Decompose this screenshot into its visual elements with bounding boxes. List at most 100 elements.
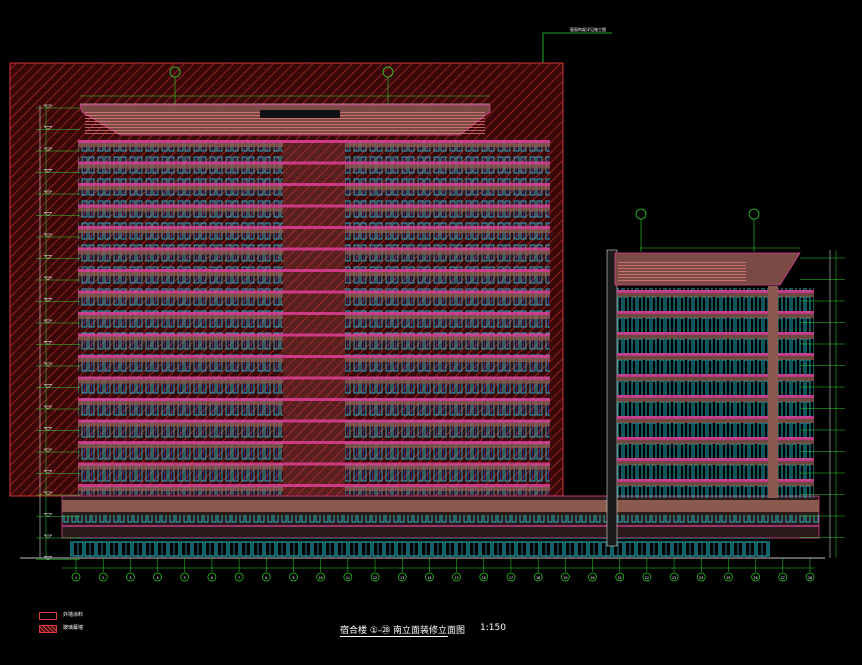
balcony-slab	[78, 207, 283, 212]
grid-axis-bubble	[778, 572, 788, 582]
balcony-slab	[617, 314, 814, 318]
level-triangle	[43, 298, 53, 302]
level-triangle	[43, 384, 53, 388]
floor-band	[617, 479, 814, 482]
legend-label: 玻璃幕墙	[63, 625, 84, 631]
balcony-slab	[345, 358, 550, 362]
balcony-slab	[78, 487, 283, 491]
balcony-slab	[345, 487, 550, 491]
grid-axis-bubble	[479, 572, 489, 582]
level-triangle	[43, 276, 53, 281]
grid-axis-label: 25	[726, 576, 730, 580]
grid-axis-bubble	[71, 572, 81, 582]
floor-band	[78, 161, 550, 165]
balcony-slab	[345, 207, 550, 212]
balcony-slab	[345, 143, 550, 147]
grid-axis-bubble	[533, 572, 543, 582]
grid-axis-label: 6	[211, 576, 213, 580]
title-underline	[340, 636, 448, 637]
level-triangle	[43, 405, 53, 410]
grid-axis-label: 1	[75, 576, 77, 580]
level-triangle	[43, 190, 53, 195]
grid-axis: 1 2 3 4 5 6 7 8 9 10 11 12 13 14 15 16 17 18 19 20 21 22 23 24 2…	[62, 558, 815, 582]
level-markers-right	[800, 250, 845, 558]
level-triangle	[43, 255, 53, 259]
grid-axis-bubble	[425, 572, 434, 582]
balcony-slab	[345, 186, 550, 190]
balcony-slab	[78, 272, 283, 276]
grid-axis-label: 19	[563, 576, 567, 580]
floor-band	[617, 437, 814, 440]
balcony-slab	[345, 272, 550, 276]
grid-axis-label: 13	[400, 576, 404, 580]
grid-axis-label: 3	[129, 576, 131, 580]
floor-band	[617, 311, 814, 314]
balcony-slab	[345, 336, 550, 341]
floor-band	[78, 312, 550, 315]
floor-band	[78, 226, 550, 229]
balcony-slab	[78, 293, 283, 298]
main-tower	[9, 62, 564, 497]
level-triangle	[43, 534, 53, 539]
section-callouts	[169, 66, 760, 252]
balcony-slab	[78, 379, 283, 384]
balcony-slab	[78, 422, 283, 427]
grid-axis-label: 26	[754, 576, 758, 580]
balcony-slab	[345, 465, 550, 470]
grid-axis-label: 16	[482, 576, 486, 580]
balcony-slab	[78, 164, 283, 169]
grid-axis-bubble	[397, 572, 407, 582]
grid-axis-bubble	[261, 572, 271, 582]
floor-band	[78, 247, 550, 251]
grid-axis-label: 11	[346, 576, 350, 580]
grid-axis-bubble	[98, 572, 108, 582]
drawing-scale: 1:150	[480, 623, 506, 633]
grid-axis-bubble	[207, 572, 217, 582]
grid-axis-bubble	[615, 572, 625, 582]
grid-axis-bubble	[180, 572, 190, 582]
grid-axis-bubble	[506, 572, 516, 582]
floor-band	[617, 290, 814, 293]
level-triangle	[43, 104, 53, 109]
grid-axis-label: 20	[590, 576, 594, 580]
grid-axis-bubble	[751, 572, 760, 582]
grid-axis-label: 17	[509, 576, 513, 580]
floor-band	[78, 441, 550, 444]
floor-band	[617, 353, 814, 356]
balcony-slab	[345, 379, 550, 384]
grid-axis-bubble	[289, 572, 298, 582]
grid-axis-label: 24	[699, 576, 703, 580]
balcony-slab	[617, 377, 814, 381]
level-triangle	[43, 491, 53, 496]
balcony-slab	[345, 444, 550, 448]
floor-band	[78, 183, 550, 186]
floor-band	[617, 458, 814, 461]
grid-axis-bubble	[805, 572, 815, 582]
right-tower-floor-bands	[617, 286, 814, 498]
floor-band	[78, 290, 550, 294]
floor-band	[78, 355, 550, 358]
grid-axis-bubble	[153, 572, 162, 582]
level-triangle	[43, 147, 53, 152]
balcony-slab	[345, 229, 550, 233]
grid-axis-label: 15	[454, 576, 458, 580]
top-note-text: 屋面构架详见施工图	[570, 26, 606, 32]
floor-band	[78, 269, 550, 272]
floor-band	[617, 332, 814, 335]
grid-axis-label: 18	[536, 576, 540, 580]
level-triangle	[43, 556, 53, 560]
floor-band	[617, 374, 814, 377]
floor-band	[617, 395, 814, 398]
grid-axis-label: 7	[238, 576, 240, 580]
level-triangle	[43, 319, 53, 324]
legend-label: 外墙涂料	[63, 612, 84, 618]
floor-band	[78, 376, 550, 380]
grid-axis-label: 4	[157, 576, 159, 580]
balcony-slab	[345, 164, 550, 169]
balcony-slab	[617, 482, 814, 486]
grid-axis-label: 5	[184, 576, 186, 580]
balcony-slab	[617, 335, 814, 339]
balcony-slab	[78, 250, 283, 255]
balcony-slab	[78, 229, 283, 233]
level-triangle	[43, 212, 53, 216]
